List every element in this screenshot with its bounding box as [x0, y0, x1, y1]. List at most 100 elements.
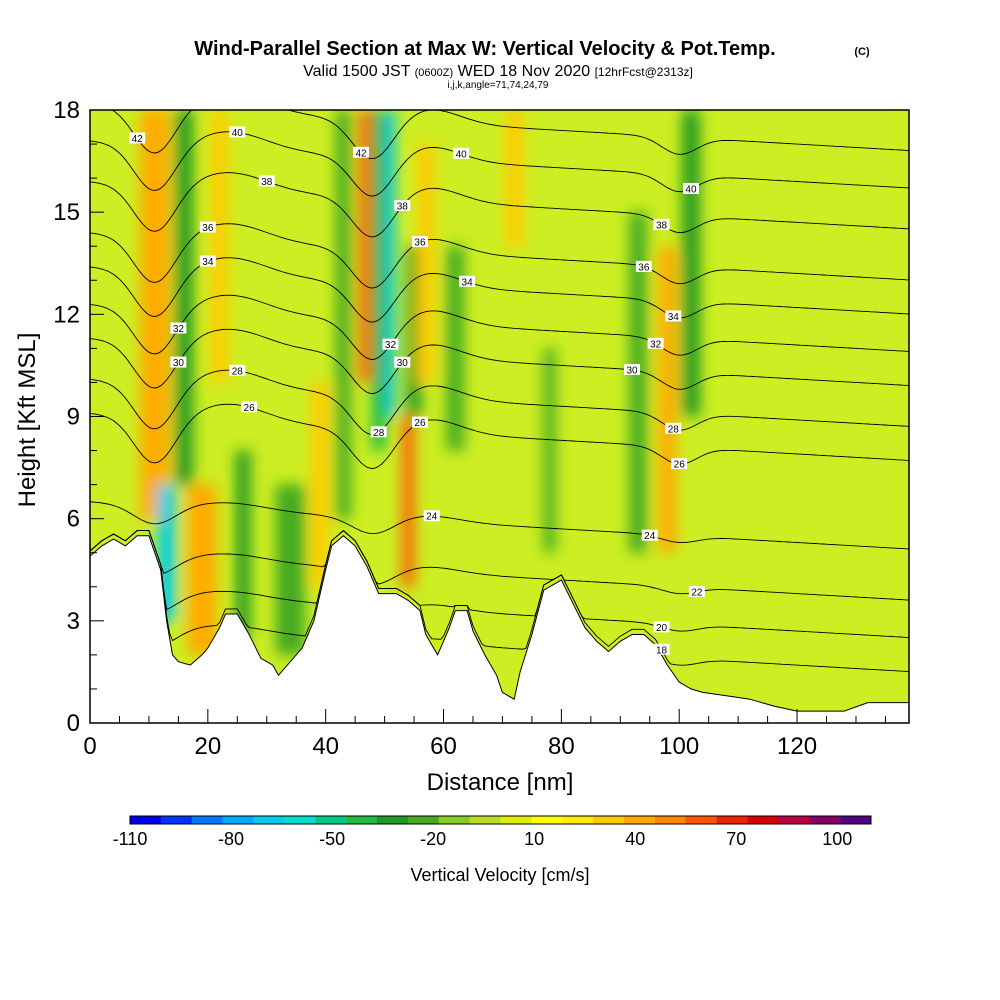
contour-label: 26: [244, 403, 256, 414]
contour-label-box: [199, 221, 216, 233]
contour-label: 42: [132, 134, 144, 145]
contour-label: 32: [650, 339, 662, 350]
contour-label-box: [665, 422, 682, 434]
contour-label: 28: [232, 366, 244, 377]
x-axis-label: Distance [nm]: [427, 769, 574, 796]
contour-label-box: [411, 236, 428, 248]
contour-label-box: [624, 363, 641, 375]
theta-contour: [90, 328, 909, 394]
contour-label-box: [671, 458, 688, 470]
subtitle-forecast: [12hrFcst@2313z]: [595, 65, 693, 79]
velocity-cell: [335, 110, 351, 519]
contour-label-box: [199, 255, 216, 267]
colorbar-swatch: [500, 816, 532, 824]
colorbar-label: Vertical Velocity [cm/s]: [410, 865, 589, 885]
velocity-cell: [371, 110, 387, 451]
colorbar-swatch: [593, 816, 625, 824]
theta-contour: [90, 172, 909, 238]
velocity-cell: [386, 110, 395, 417]
contour-label-box: [653, 643, 670, 655]
theta-contour: [90, 530, 909, 601]
chart-subtitle: Valid 1500 JST (0600Z) WED 18 Nov 2020 […: [303, 63, 693, 80]
contour-label-box: [459, 275, 476, 287]
theta-contour: [90, 369, 909, 435]
contour-label: 42: [355, 148, 367, 159]
contour-label-box: [382, 338, 399, 350]
contour-label: 40: [456, 149, 468, 160]
theta-contour: [90, 131, 909, 197]
contour-label: 32: [173, 324, 185, 335]
colorbar-swatch: [747, 816, 779, 824]
colorbar-tick-label: -110: [113, 829, 148, 849]
theta-contour: [90, 223, 909, 289]
contour-label-box: [170, 356, 187, 368]
x-tick-label: 20: [194, 733, 221, 760]
colorbar-swatch: [809, 816, 841, 824]
theta-contour: [90, 257, 909, 323]
y-axis-label: Height [Kft MSL]: [14, 333, 41, 508]
colorbar-tick-label: -50: [319, 829, 345, 849]
x-tick-label: 40: [312, 733, 339, 760]
colorbar-swatch: [716, 816, 748, 824]
y-tick-label: 18: [53, 97, 80, 124]
colorbar-frame: [129, 815, 872, 825]
theta-contour: [90, 403, 909, 469]
colorbar-swatch: [531, 816, 563, 824]
velocity-cell: [629, 212, 647, 553]
contour-label: 30: [173, 358, 185, 369]
chart-subtitle-2: i,j,k,angle=71,74,24,79: [448, 80, 549, 91]
title-mark: (C): [854, 46, 870, 58]
contour-label-box: [653, 218, 670, 230]
x-tick-label: 120: [777, 733, 817, 760]
contour-label: 36: [638, 262, 650, 273]
contour-label: 32: [385, 340, 397, 351]
contour-label: 38: [261, 177, 273, 188]
colorbar-swatch: [654, 816, 687, 824]
velocity-cell: [210, 110, 229, 383]
contour-label: 30: [627, 365, 639, 376]
contour-label: 18: [656, 645, 668, 656]
contour-label-box: [229, 126, 246, 138]
colorbar-swatch: [191, 816, 223, 824]
contour-label: 38: [656, 220, 668, 231]
contour-label: 26: [674, 460, 686, 471]
x-tick-label: 60: [430, 733, 457, 760]
colorbar-swatch: [253, 816, 285, 824]
contour-label: 34: [202, 257, 214, 268]
colorbar-swatch: [685, 816, 717, 824]
colorbar-swatch: [346, 816, 378, 824]
contour-label: 28: [668, 424, 680, 435]
velocity-cell: [446, 246, 465, 451]
x-tick-label: 100: [659, 733, 699, 760]
theta-contour: [90, 294, 909, 360]
x-tick-label: 80: [548, 733, 575, 760]
contour-label: 34: [668, 312, 680, 323]
contour-label-box: [453, 147, 470, 159]
contour-label-box: [647, 337, 664, 349]
contour-label: 36: [202, 223, 214, 234]
contour-label-box: [394, 200, 411, 212]
colorbar-tick-label: 100: [822, 829, 852, 849]
y-tick-label: 0: [67, 710, 80, 737]
contour-label-box: [653, 621, 670, 633]
velocity-cell: [310, 382, 329, 587]
colorbar-swatch: [407, 816, 440, 824]
velocity-cell: [359, 110, 375, 383]
colorbar-tick-label: 10: [524, 829, 544, 849]
colorbar-tick-label: 70: [726, 829, 746, 849]
chart-title: Wind-Parallel Section at Max W: Vertical…: [194, 38, 775, 60]
contour-label: 38: [397, 202, 409, 213]
terrain: [90, 535, 909, 723]
contour-label-box: [682, 183, 699, 195]
theta-contour: [90, 501, 909, 550]
contour-label-box: [635, 260, 652, 272]
y-tick-label: 6: [67, 506, 80, 533]
contour-label: 22: [691, 587, 703, 598]
colorbar-tick-label: 40: [625, 829, 645, 849]
contour-label-box: [688, 585, 705, 597]
colorbar-swatch: [130, 816, 162, 824]
theta-contour: [111, 110, 909, 160]
